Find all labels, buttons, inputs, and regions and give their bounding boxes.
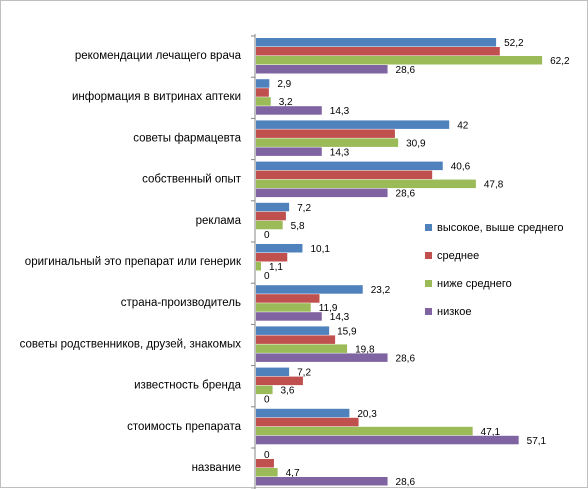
bar-medium (256, 417, 359, 427)
bar-high (256, 120, 450, 129)
data-label: 47,8 (484, 180, 504, 191)
data-label: 3,2 (279, 97, 293, 108)
bar-below (256, 262, 262, 271)
data-label: 40,6 (451, 162, 471, 173)
data-label: 30,9 (406, 138, 426, 149)
data-label: 47,1 (481, 427, 501, 438)
category-label: страна-производитель (121, 297, 241, 309)
bar-below (256, 138, 399, 147)
data-label: 0 (264, 230, 270, 241)
data-label: 19,8 (355, 344, 375, 355)
bar-medium (256, 294, 320, 303)
bar-high (256, 161, 443, 171)
bar-medium (256, 253, 288, 262)
data-label: 7,2 (297, 368, 311, 379)
bar-high (256, 285, 363, 294)
bar-below (256, 303, 311, 312)
legend-swatch (425, 308, 432, 315)
data-label: 4,7 (286, 468, 300, 479)
data-label: 0 (264, 395, 270, 406)
bar-low (256, 477, 388, 486)
legend-entry: ниже среднего (437, 278, 512, 290)
data-label: 5,8 (291, 221, 305, 232)
bar-low (256, 312, 322, 321)
legend-swatch (425, 252, 432, 259)
legend-entry: высокое, выше среднего (437, 222, 564, 234)
data-label: 57,1 (527, 436, 547, 447)
category-label: информация в витринах аптеки (72, 91, 241, 103)
bar-medium (256, 335, 336, 344)
data-label: 28,6 (396, 477, 416, 488)
category-label: стоимость препарата (127, 421, 242, 433)
category-label: советы фармацевта (133, 132, 241, 144)
bar-high (256, 408, 350, 418)
data-label: 11,9 (319, 303, 338, 314)
bar-below (256, 97, 271, 106)
category-label: собственный опыт (142, 174, 242, 186)
bar-below (256, 344, 348, 353)
bar-low (256, 435, 519, 445)
legend-entry: низкое (437, 306, 471, 318)
data-label: 7,2 (297, 203, 311, 214)
data-label: 42 (457, 120, 469, 131)
bar-low (256, 65, 388, 74)
bar-below (256, 468, 278, 477)
category-label: название (192, 462, 241, 474)
bar-high (256, 38, 497, 47)
data-label: 20,3 (357, 409, 377, 420)
data-label: 1,1 (269, 262, 283, 273)
data-label: 15,9 (337, 326, 357, 337)
bar-high (256, 244, 303, 253)
legend-entry: среднее (437, 250, 479, 262)
bar-high (256, 202, 290, 212)
data-label: 2,9 (277, 79, 291, 90)
bar-low (256, 106, 322, 115)
data-label: 52,2 (504, 38, 524, 49)
category-label: оригинальный это препарат или генерик (25, 256, 242, 268)
data-label: 14,3 (330, 106, 350, 117)
category-label: рекомендации лечащего врача (75, 50, 242, 62)
category-label: известность бренда (134, 380, 241, 392)
data-label: 28,6 (396, 353, 416, 364)
bar-low (256, 147, 322, 156)
data-label: 3,6 (281, 386, 295, 397)
bar-high (256, 79, 270, 88)
data-label: 28,6 (396, 65, 416, 76)
bar-high (256, 326, 330, 335)
data-label: 28,6 (396, 189, 416, 200)
legend-swatch (425, 224, 432, 231)
bar-below (256, 56, 543, 65)
bar-low (256, 353, 388, 362)
data-label: 23,2 (371, 285, 391, 296)
data-label: 10,1 (310, 244, 330, 255)
bar-below (256, 426, 473, 436)
data-label: 0 (264, 271, 270, 282)
data-label: 62,2 (550, 56, 570, 67)
bar-high (256, 367, 290, 377)
bar-medium (256, 376, 303, 386)
data-label: 0 (264, 450, 270, 461)
data-label: 14,3 (330, 312, 350, 323)
bar-medium (256, 170, 433, 180)
bar-low (256, 188, 388, 198)
data-label: 14,3 (330, 147, 350, 158)
bar-medium (256, 211, 286, 221)
bar-medium (256, 47, 500, 56)
bar-medium (256, 88, 269, 97)
bar-medium (256, 129, 395, 138)
category-label: реклама (196, 215, 242, 227)
bar-medium (256, 459, 274, 468)
legend-swatch (425, 280, 432, 287)
bar-below (256, 179, 476, 189)
bar-below (256, 220, 283, 230)
category-label: советы родственников, друзей, знакомых (20, 338, 242, 350)
bar-below (256, 385, 273, 395)
